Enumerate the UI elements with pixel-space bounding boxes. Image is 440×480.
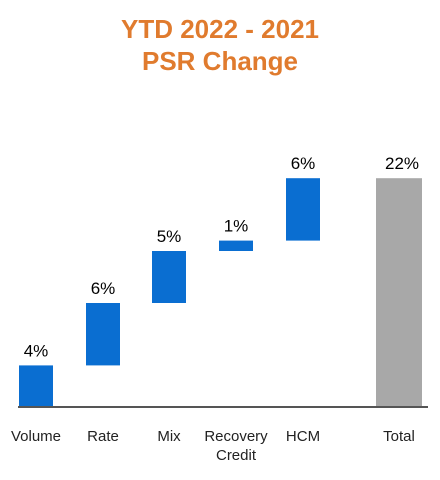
- bar-recovery-credit: [219, 240, 253, 251]
- data-label: 1%: [224, 217, 249, 236]
- data-label: 22%: [385, 154, 419, 173]
- bar-volume: [19, 365, 53, 407]
- bar-hcm: [286, 178, 320, 241]
- data-label: 6%: [291, 154, 316, 173]
- category-label: Volume: [11, 428, 61, 445]
- data-label: 4%: [24, 341, 49, 360]
- chart-title-line-1: YTD 2022 - 2021: [120, 14, 319, 44]
- data-label: 6%: [91, 279, 116, 298]
- category-label: Mix: [157, 428, 181, 445]
- bar-rate: [86, 303, 120, 366]
- data-label: 5%: [157, 227, 182, 246]
- bar-total: [376, 178, 422, 407]
- category-label: Recovery: [204, 428, 268, 445]
- chart-title-line-2: PSR Change: [141, 46, 299, 76]
- category-label: HCM: [286, 428, 320, 445]
- category-label: Total: [383, 428, 415, 445]
- bar-mix: [152, 251, 186, 303]
- category-label: Credit: [216, 447, 257, 464]
- category-label: Rate: [87, 428, 119, 445]
